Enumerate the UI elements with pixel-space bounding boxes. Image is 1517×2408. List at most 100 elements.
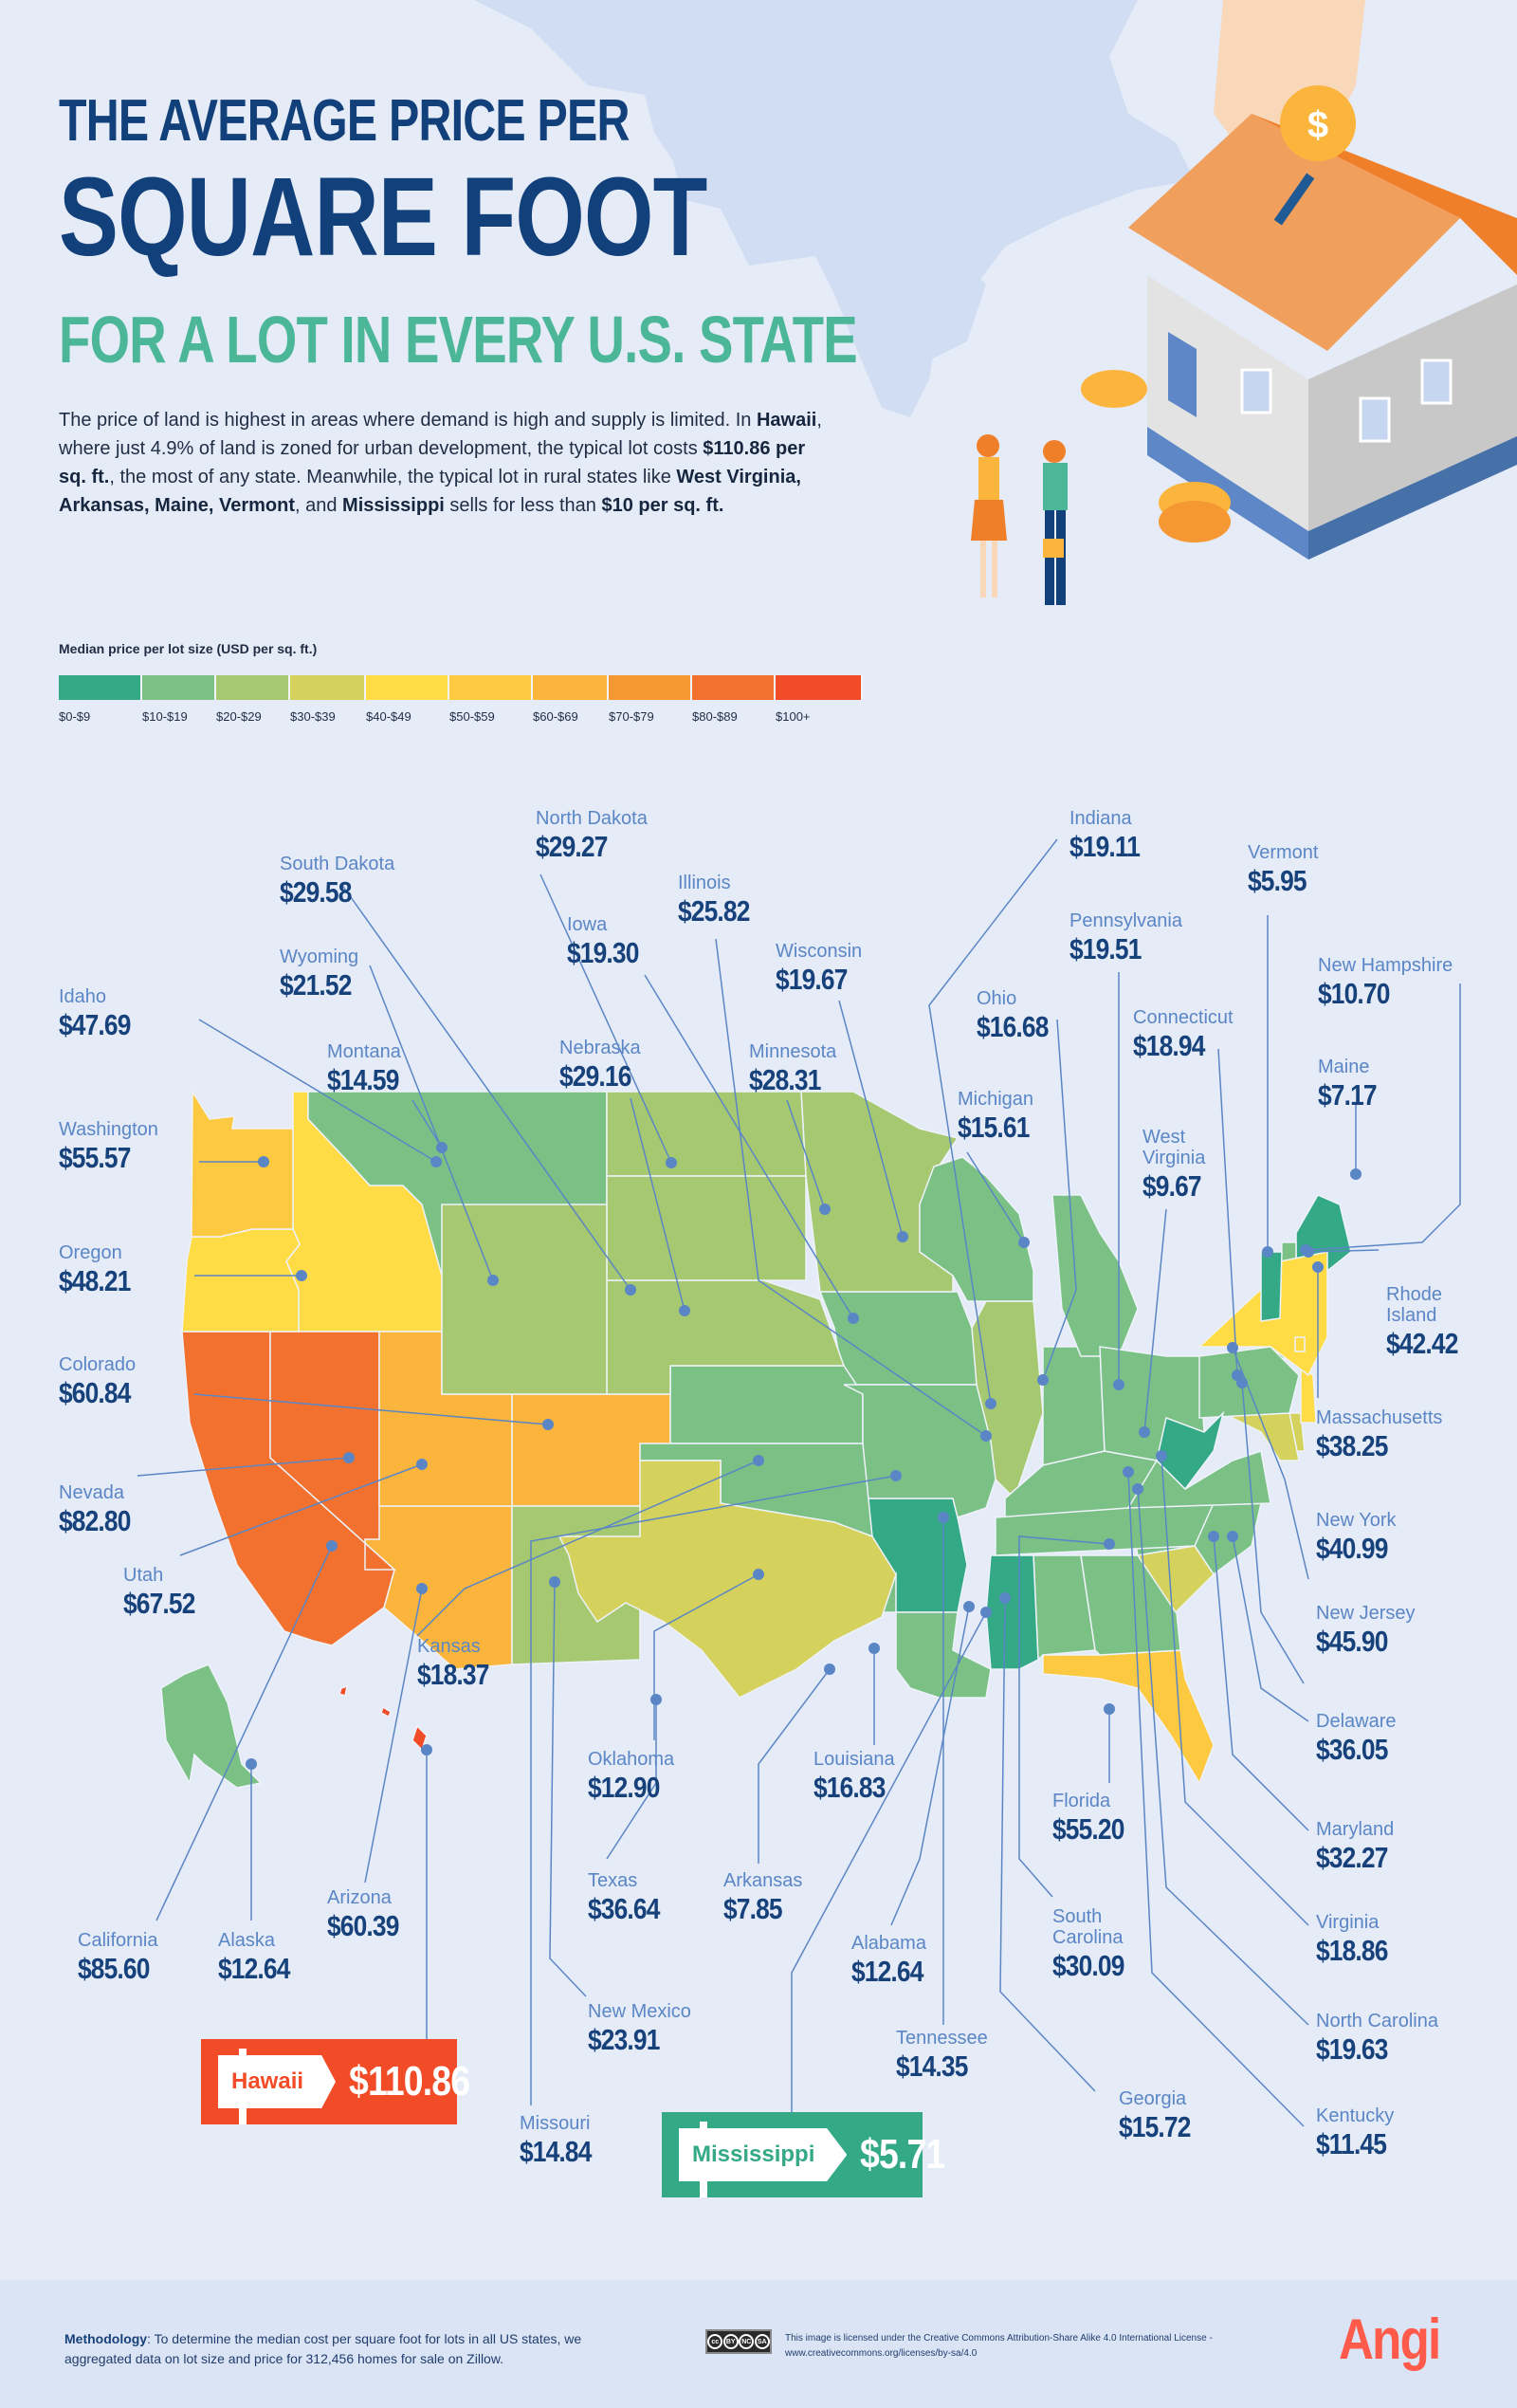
state-name: Wisconsin bbox=[776, 941, 863, 962]
creative-commons-badge[interactable]: cc BY NC SA bbox=[705, 2329, 772, 2354]
state-name: Oregon bbox=[59, 1242, 122, 1263]
state-label-colorado: Colorado $60.84 bbox=[59, 1354, 143, 1411]
legend-swatch bbox=[142, 675, 216, 700]
state-rhode-island[interactable] bbox=[1294, 1336, 1306, 1352]
legend-label: $100+ bbox=[776, 709, 811, 724]
marker-dot-maine bbox=[1350, 1168, 1362, 1180]
marker-dot-illinois bbox=[980, 1430, 992, 1442]
state-price: $36.05 bbox=[1316, 1733, 1388, 1766]
state-mississippi[interactable] bbox=[985, 1554, 1039, 1670]
marker-dot-oregon bbox=[296, 1270, 307, 1281]
state-hawaii[interactable] bbox=[338, 1684, 348, 1697]
state-name: Virginia bbox=[1316, 1912, 1380, 1933]
intro-text: In bbox=[735, 410, 757, 431]
marker-dot-michigan bbox=[1018, 1237, 1030, 1248]
state-oregon[interactable] bbox=[181, 1228, 301, 1333]
leader-line-south-carolina bbox=[1018, 1535, 1110, 1898]
state-michigan[interactable] bbox=[1051, 1194, 1139, 1357]
leader-line-illinois bbox=[715, 938, 987, 1437]
state-label-nebraska: Nebraska $29.16 bbox=[559, 1038, 644, 1094]
coin-icon bbox=[1280, 85, 1356, 161]
legend-swatch bbox=[216, 675, 290, 700]
leader-line-minnesota bbox=[786, 1099, 826, 1210]
state-north-dakota[interactable] bbox=[606, 1091, 807, 1177]
state-price: $47.69 bbox=[59, 1008, 131, 1041]
state-name: Virginia bbox=[1142, 1148, 1206, 1168]
state-texas[interactable] bbox=[557, 1460, 897, 1699]
legend-label: $10-$19 bbox=[142, 709, 188, 724]
state-wyoming[interactable] bbox=[441, 1204, 608, 1395]
hawaii-price: $110.86 bbox=[349, 2058, 470, 2105]
license-text[interactable]: This image is licensed under the Creativ… bbox=[785, 2333, 1213, 2359]
state-indiana[interactable] bbox=[1042, 1346, 1106, 1466]
couple-illustration bbox=[971, 434, 1068, 605]
leader-line-idaho bbox=[198, 1019, 437, 1163]
state-price: $55.20 bbox=[1052, 1812, 1124, 1846]
state-label-texas: Texas $36.64 bbox=[588, 1870, 672, 1927]
state-label-new-hampshire: New Hampshire $10.70 bbox=[1318, 955, 1453, 1012]
state-label-idaho: Idaho $47.69 bbox=[59, 986, 143, 1043]
state-price: $14.84 bbox=[520, 2135, 592, 2168]
marker-dot-rhode-island bbox=[1303, 1246, 1314, 1258]
leader-line-georgia bbox=[999, 1597, 1096, 2092]
legend-swatch bbox=[609, 675, 692, 700]
state-kansas[interactable] bbox=[669, 1365, 864, 1444]
coin-icon bbox=[1081, 370, 1147, 408]
state-name: Maine bbox=[1318, 1057, 1370, 1077]
legend-label: $70-$79 bbox=[609, 709, 654, 724]
state-vermont[interactable] bbox=[1260, 1251, 1283, 1322]
leader-line-texas bbox=[606, 1700, 657, 1860]
marker-dot-delaware bbox=[1227, 1531, 1238, 1542]
state-pennsylvania[interactable] bbox=[1198, 1346, 1300, 1419]
state-nebraska[interactable] bbox=[606, 1279, 846, 1395]
marker-dot-idaho bbox=[430, 1156, 442, 1167]
state-name: West bbox=[1142, 1127, 1186, 1148]
state-west-virginia[interactable] bbox=[1156, 1410, 1225, 1491]
state-name: New York bbox=[1316, 1510, 1397, 1531]
state-washington[interactable] bbox=[191, 1089, 294, 1238]
state-name: Massachusetts bbox=[1316, 1407, 1443, 1428]
state-name: Connecticut bbox=[1133, 1007, 1234, 1028]
state-alaska[interactable] bbox=[160, 1664, 263, 1789]
state-label-tennessee: Tennessee $14.35 bbox=[896, 2028, 988, 2085]
state-name: New Hampshire bbox=[1318, 955, 1453, 976]
state-label-arkansas: Arkansas $7.85 bbox=[723, 1870, 802, 1927]
state-name: Florida bbox=[1052, 1791, 1111, 1811]
state-name: Alabama bbox=[851, 1933, 926, 1954]
state-price: $30.09 bbox=[1052, 1949, 1124, 1982]
state-south-carolina[interactable] bbox=[1136, 1545, 1215, 1614]
marker-dot-arkansas bbox=[824, 1664, 835, 1675]
legend-label: $40-$49 bbox=[366, 709, 411, 724]
state-name: Pennsylvania bbox=[1069, 910, 1182, 931]
marker-dot-georgia bbox=[999, 1592, 1011, 1604]
marker-dot-wisconsin bbox=[897, 1231, 908, 1242]
state-label-kentucky: Kentucky $11.45 bbox=[1316, 2105, 1398, 2162]
marker-dot-montana bbox=[436, 1142, 448, 1153]
state-label-georgia: Georgia $15.72 bbox=[1119, 2088, 1203, 2145]
state-florida[interactable] bbox=[1042, 1649, 1215, 1785]
state-price: $19.67 bbox=[776, 963, 848, 996]
leader-line-rhode-island bbox=[1307, 1249, 1380, 1253]
marker-dot-kansas bbox=[753, 1455, 764, 1466]
state-label-washington: Washington $55.57 bbox=[59, 1119, 158, 1176]
state-label-montana: Montana $14.59 bbox=[327, 1041, 411, 1098]
state-price: $19.30 bbox=[567, 936, 639, 969]
marker-dot-louisiana bbox=[868, 1643, 880, 1654]
leader-line-kentucky bbox=[1127, 1471, 1305, 2127]
state-label-north-dakota: North Dakota $29.27 bbox=[536, 808, 648, 865]
state-louisiana[interactable] bbox=[870, 1572, 992, 1699]
leader-line-mississippi bbox=[791, 1611, 987, 2112]
state-hawaii[interactable] bbox=[380, 1705, 392, 1719]
state-name: Alaska bbox=[218, 1930, 276, 1951]
state-price: $16.83 bbox=[813, 1771, 886, 1804]
state-price: $29.27 bbox=[536, 830, 608, 863]
state-price: $36.64 bbox=[588, 1892, 660, 1925]
legend-swatch bbox=[290, 675, 366, 700]
state-label-delaware: Delaware $36.05 bbox=[1316, 1711, 1400, 1768]
angi-logo[interactable]: Angi bbox=[1339, 2307, 1441, 2371]
state-name: Vermont bbox=[1248, 842, 1319, 863]
state-tennessee[interactable] bbox=[995, 1502, 1215, 1556]
leader-line-alabama bbox=[890, 1606, 970, 1926]
marker-dot-minnesota bbox=[819, 1204, 831, 1215]
intro-bold-hawaii: Hawaii bbox=[756, 410, 817, 431]
